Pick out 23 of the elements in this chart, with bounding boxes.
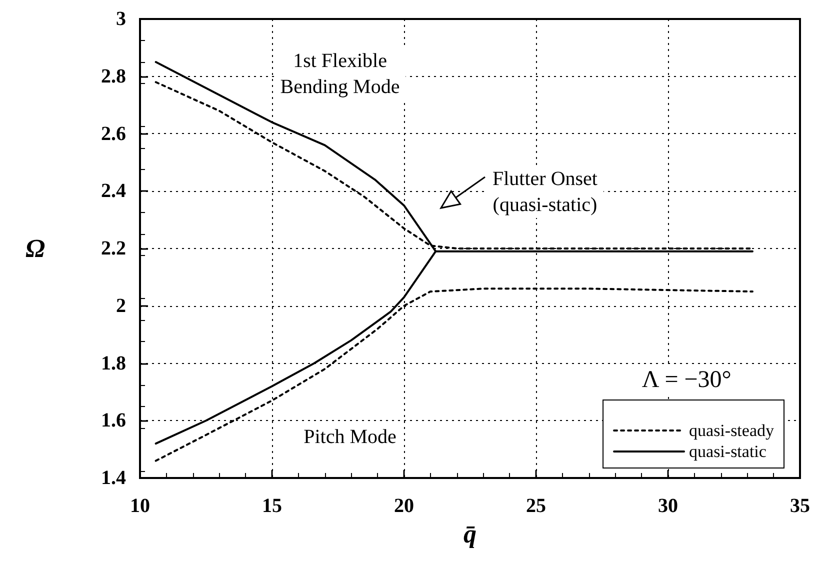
y-tick-label: 2.8 [101, 65, 126, 88]
y-tick-label: 2.6 [101, 122, 126, 145]
x-tick-label: 30 [658, 495, 678, 517]
y-tick-label: 1.4 [101, 467, 126, 489]
y-tick-label: 2.4 [101, 180, 126, 202]
annotation: Pitch Mode [304, 426, 397, 448]
y-tick-label: 1.8 [101, 352, 126, 374]
y-tick-label: 1.6 [101, 410, 126, 432]
x-tick-label: 15 [262, 495, 282, 517]
x-axis-title: q̄ [464, 519, 476, 548]
annotation: 1st Flexible Bending Mode [280, 50, 400, 98]
legend-title: Λ = −30° [642, 367, 732, 393]
legend-label: quasi-steady [689, 421, 774, 440]
y-tick-label: 3 [116, 8, 126, 30]
x-tick-label: 20 [394, 495, 414, 517]
y-tick-label: 2.2 [101, 238, 126, 260]
annotation: Flutter Onset (quasi-static) [492, 168, 598, 216]
x-tick-label: 25 [526, 495, 546, 517]
x-tick-label: 35 [790, 495, 810, 517]
legend-label: quasi-static [689, 442, 767, 461]
x-tick-label: 10 [130, 495, 150, 517]
y-tick-label: 2 [116, 294, 126, 317]
y-axis-title: Ω [26, 234, 45, 263]
